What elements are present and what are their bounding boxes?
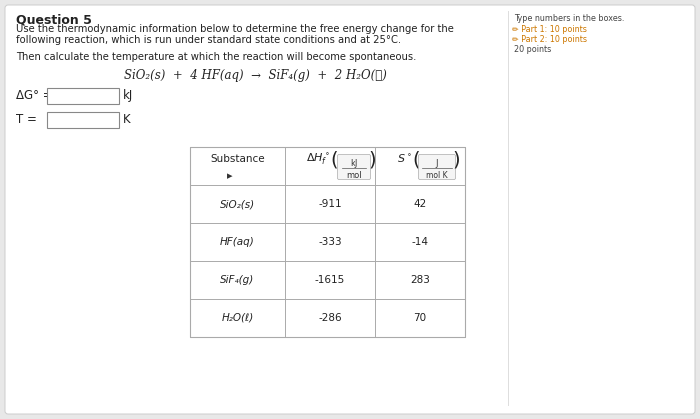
Text: ✏ Part 2: 10 points: ✏ Part 2: 10 points — [512, 35, 587, 44]
Text: 283: 283 — [410, 275, 430, 285]
Text: $\Delta H_f^\circ$: $\Delta H_f^\circ$ — [306, 151, 330, 166]
Text: Substance: Substance — [210, 154, 265, 164]
Text: -286: -286 — [318, 313, 342, 323]
Text: SiO₂(s)  +  4 HF(aq)  →  SiF₄(g)  +  2 H₂O(ℓ): SiO₂(s) + 4 HF(aq) → SiF₄(g) + 2 H₂O(ℓ) — [124, 69, 386, 82]
Text: Then calculate the temperature at which the reaction will become spontaneous.: Then calculate the temperature at which … — [16, 52, 416, 62]
Text: SiO₂(s): SiO₂(s) — [220, 199, 255, 209]
Text: ΔG° =: ΔG° = — [16, 89, 52, 102]
Text: 20 points: 20 points — [514, 45, 552, 54]
Text: 70: 70 — [414, 313, 426, 323]
Text: ): ) — [452, 150, 460, 170]
Text: Type numbers in the boxes.: Type numbers in the boxes. — [514, 14, 624, 23]
Text: -14: -14 — [412, 237, 428, 247]
Text: mol K: mol K — [426, 171, 448, 179]
Text: -911: -911 — [318, 199, 342, 209]
Text: (: ( — [412, 150, 420, 170]
Text: HF(aq): HF(aq) — [220, 237, 255, 247]
Text: Question 5: Question 5 — [16, 13, 92, 26]
FancyBboxPatch shape — [419, 155, 456, 179]
Text: following reaction, which is run under standard state conditions and at 25°C.: following reaction, which is run under s… — [16, 35, 401, 45]
Text: kJ: kJ — [123, 89, 133, 102]
Text: mol: mol — [346, 171, 362, 179]
Bar — [47, 88, 119, 104]
Text: T =: T = — [16, 113, 37, 126]
Text: SiF₄(g): SiF₄(g) — [220, 275, 255, 285]
Text: 42: 42 — [414, 199, 426, 209]
Bar — [190, 147, 465, 337]
Text: kJ: kJ — [350, 158, 358, 168]
Text: (: ( — [330, 150, 337, 170]
FancyBboxPatch shape — [5, 5, 695, 414]
Text: -1615: -1615 — [315, 275, 345, 285]
Text: ▸: ▸ — [227, 171, 232, 181]
Text: K: K — [123, 113, 131, 126]
Text: $S^\circ$: $S^\circ$ — [396, 153, 412, 165]
Text: -333: -333 — [318, 237, 342, 247]
Text: J: J — [435, 158, 438, 168]
Text: H₂O(ℓ): H₂O(ℓ) — [221, 313, 253, 323]
Text: ): ) — [368, 150, 376, 170]
Text: ✏ Part 1: 10 points: ✏ Part 1: 10 points — [512, 25, 587, 34]
Text: Use the thermodynamic information below to determine the free energy change for : Use the thermodynamic information below … — [16, 24, 454, 34]
FancyBboxPatch shape — [337, 155, 370, 179]
Bar — [47, 112, 119, 128]
